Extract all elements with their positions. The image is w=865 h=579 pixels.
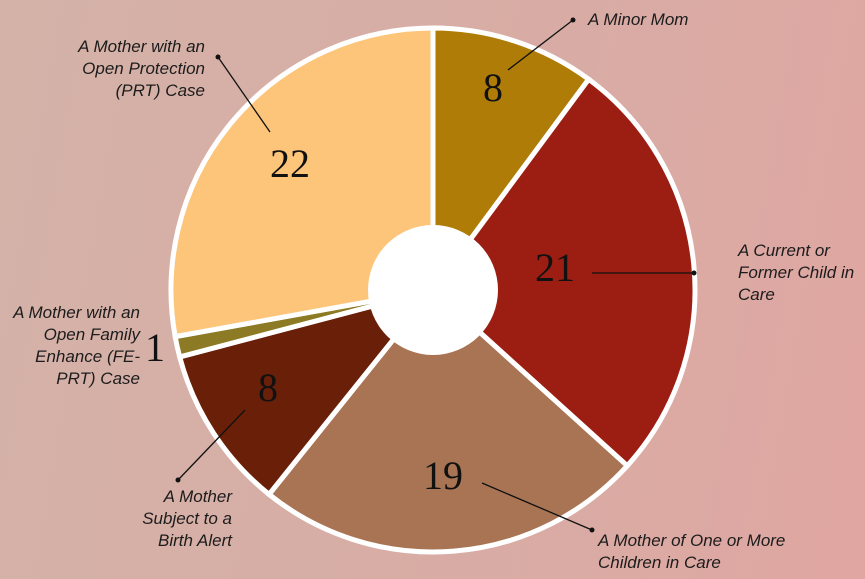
pie-slice xyxy=(430,25,593,298)
leader-dot xyxy=(691,270,697,276)
category-label: A Mother Subject to a Birth Alert xyxy=(142,487,232,550)
leader-dot xyxy=(215,54,221,60)
data-label: 22 xyxy=(270,141,310,186)
leader-dot xyxy=(570,17,576,23)
category-label: A Mother with an Open Family Enhance (FE… xyxy=(13,303,140,388)
data-label: 19 xyxy=(423,453,463,498)
category-label: A Current or Former Child in Care xyxy=(738,241,855,304)
category-label: A Mother of One or More Children in Care xyxy=(598,531,786,572)
data-label: 8 xyxy=(483,65,503,110)
pie-slice xyxy=(265,286,631,555)
donut-hole xyxy=(368,225,498,355)
leader-dot xyxy=(175,477,181,483)
data-label: 21 xyxy=(535,245,575,290)
leader-line xyxy=(177,409,246,481)
leader-line xyxy=(507,19,574,71)
pie-slice xyxy=(429,75,698,470)
category-label: A Minor Mom xyxy=(588,10,689,29)
leader-line xyxy=(481,482,593,531)
data-label: 1 xyxy=(145,325,165,370)
pie-slice xyxy=(168,25,436,340)
leader-line xyxy=(217,56,271,133)
category-label: A Mother with an Open Protection (PRT) C… xyxy=(78,37,205,100)
leader-dot xyxy=(589,527,595,533)
data-label: 8 xyxy=(258,365,278,410)
